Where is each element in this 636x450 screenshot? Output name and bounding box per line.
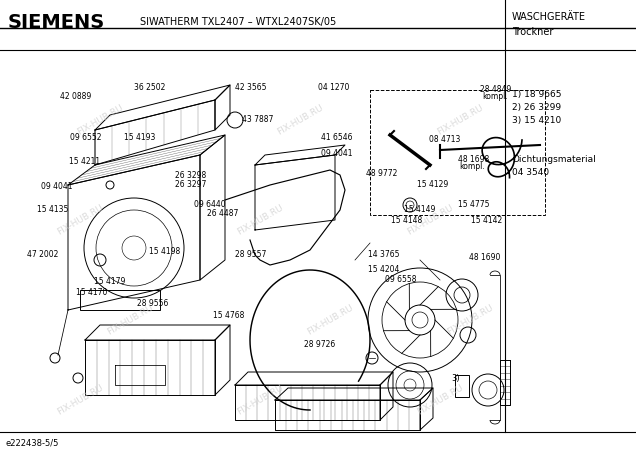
Text: 09 6440: 09 6440 [194,200,226,209]
Text: 28 9726: 28 9726 [304,340,335,349]
Text: 15 4135: 15 4135 [37,205,68,214]
Text: FIX-HUB.RU: FIX-HUB.RU [55,203,104,237]
Text: 15 4149: 15 4149 [404,205,435,214]
Text: 36 2502: 36 2502 [134,83,165,92]
Text: FIX-HUB.RU: FIX-HUB.RU [405,203,455,237]
Text: 09 6558: 09 6558 [385,274,417,284]
Text: 28 4849: 28 4849 [480,86,511,94]
Text: 08 4713: 08 4713 [429,135,460,144]
Text: FIX-HUB.RU: FIX-HUB.RU [445,303,495,337]
Text: FIX-HUB.RU: FIX-HUB.RU [415,383,465,417]
Text: 04 3540: 04 3540 [512,168,549,177]
Text: FIX-HUB.RU: FIX-HUB.RU [235,383,284,417]
Text: SIWATHERM TXL2407 – WTXL2407SK/05: SIWATHERM TXL2407 – WTXL2407SK/05 [140,17,336,27]
Text: 41 6546: 41 6546 [321,133,353,142]
Text: 15 4768: 15 4768 [213,310,244,320]
Text: 09 6552: 09 6552 [70,133,102,142]
Text: 15 4148: 15 4148 [391,216,422,225]
Text: 2) 26 3299: 2) 26 3299 [512,103,561,112]
Text: 48 9772: 48 9772 [366,169,397,178]
Text: FIX-HUB.RU: FIX-HUB.RU [275,103,324,137]
Text: 15 4775: 15 4775 [458,200,490,209]
Text: 42 3565: 42 3565 [235,83,267,92]
Text: 3): 3) [452,374,460,382]
Text: 26 3297: 26 3297 [175,180,206,189]
Text: 15 4211: 15 4211 [69,158,100,166]
Text: 15 4170: 15 4170 [76,288,107,297]
Text: e222438-5/5: e222438-5/5 [5,438,59,447]
Text: 15 4204: 15 4204 [368,266,399,274]
Bar [455,375,469,397]
Text: 28 9557: 28 9557 [235,250,266,259]
Text: Dichtungsmaterial: Dichtungsmaterial [512,155,596,164]
Text: FIX-HUB.RU: FIX-HUB.RU [76,103,125,137]
Text: FIX-HUB.RU: FIX-HUB.RU [436,103,485,137]
Text: kompl.: kompl. [459,162,485,171]
Bar [370,90,545,215]
Text: 48 1690: 48 1690 [469,253,501,262]
Text: 15 4198: 15 4198 [149,247,181,256]
Text: 28 9556: 28 9556 [137,299,168,308]
Text: 26 3298: 26 3298 [175,171,206,180]
Text: 47 2002: 47 2002 [27,250,58,259]
Text: SIEMENS: SIEMENS [8,13,105,32]
Text: 1) 18 9665: 1) 18 9665 [512,90,562,99]
Text: kompl.: kompl. [482,92,508,101]
Text: 04 1270: 04 1270 [318,83,349,92]
Text: 15 4142: 15 4142 [471,216,502,225]
Text: 43 7887: 43 7887 [242,115,273,124]
Text: FIX-HUB.RU: FIX-HUB.RU [305,303,355,337]
Text: 26 4487: 26 4487 [207,209,238,218]
Text: FIX-HUB.RU: FIX-HUB.RU [55,383,104,417]
Text: FIX-HUB.RU: FIX-HUB.RU [106,303,155,337]
Text: 42 0889: 42 0889 [60,92,92,101]
Text: 09 4041: 09 4041 [41,182,73,191]
Text: 48 1698: 48 1698 [458,155,489,164]
Text: Trockner: Trockner [512,27,553,37]
Text: FIX-HUB.RU: FIX-HUB.RU [235,203,284,237]
Text: 15 4179: 15 4179 [94,277,125,286]
Text: 15 4193: 15 4193 [124,133,155,142]
Text: 3) 15 4210: 3) 15 4210 [512,116,561,125]
Text: 09 4041: 09 4041 [321,148,353,157]
Text: WASCHGERÄTE: WASCHGERÄTE [512,12,586,22]
Text: 14 3765: 14 3765 [368,250,399,259]
Text: 15 4129: 15 4129 [417,180,448,189]
